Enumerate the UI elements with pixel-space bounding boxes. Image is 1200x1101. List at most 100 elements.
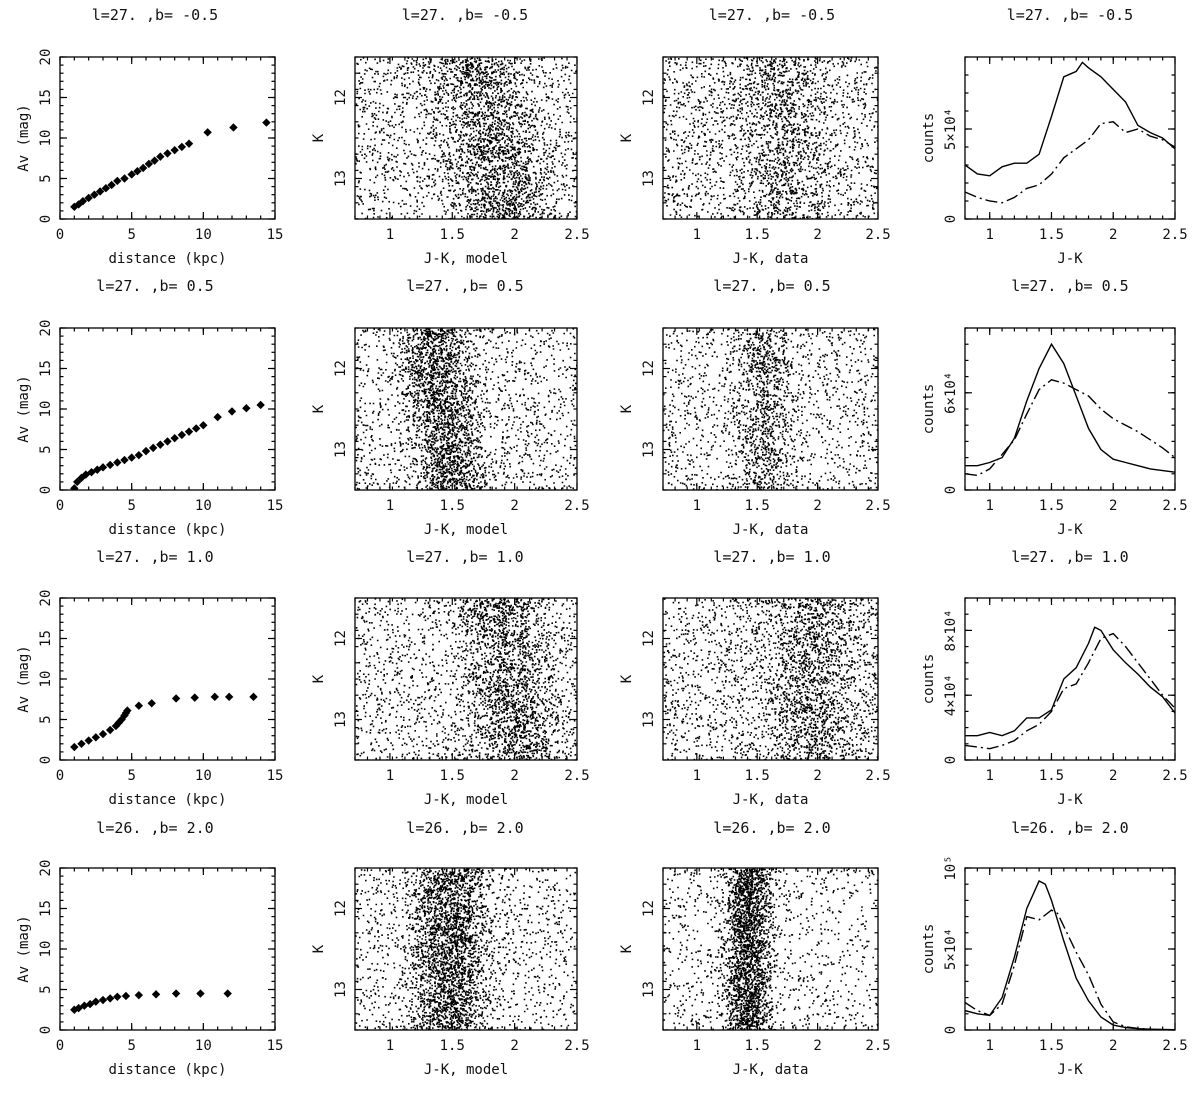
data-point xyxy=(262,118,271,127)
panel-title: l=27. ,b= 0.5 xyxy=(713,277,830,295)
y-tick-label: 12 xyxy=(333,360,349,377)
data-point xyxy=(113,458,122,467)
plot-marks xyxy=(965,61,1175,204)
x-tick-label: 1 xyxy=(985,498,993,514)
data-point xyxy=(227,407,237,416)
y-tick-label: 10 xyxy=(38,130,54,147)
y-tick-label: 0 xyxy=(943,1026,959,1034)
series-line-dashdot xyxy=(965,909,1151,1030)
x-tick-label: 2.5 xyxy=(564,1038,589,1054)
plot-marks xyxy=(355,57,577,219)
data-point xyxy=(249,692,258,702)
x-tick-label: 2 xyxy=(1109,1038,1117,1054)
y-tick-label: 10 xyxy=(38,401,54,418)
star-points xyxy=(663,57,878,219)
x-tick-label: 2.5 xyxy=(865,768,890,784)
data-point xyxy=(85,999,95,1009)
x-axis-label: J-K, model xyxy=(424,522,508,538)
y-tick-label: 20 xyxy=(38,860,54,877)
data-point xyxy=(90,190,99,199)
x-axis-label: J-K, model xyxy=(424,1062,508,1078)
x-tick-label: 1.5 xyxy=(1039,498,1064,514)
y-axis-label: Av (mag) xyxy=(16,645,32,712)
y-tick-label: 5 xyxy=(38,174,54,182)
panel-title: l=27. ,b= 1.0 xyxy=(406,548,523,566)
x-axis-label: J-K, data xyxy=(733,251,809,267)
series-line-dashdot xyxy=(965,121,1175,204)
y-tick-label: 6×10⁴ xyxy=(943,372,959,414)
x-tick-label: 1.5 xyxy=(1039,1038,1064,1054)
x-tick-label: 1 xyxy=(693,1038,701,1054)
x-axis-label: J-K, model xyxy=(424,792,508,808)
y-tick-label: 4×10⁴ xyxy=(943,674,959,716)
series-line-solid xyxy=(965,880,1175,1030)
y-tick-label: 0 xyxy=(38,1026,54,1034)
data-point xyxy=(95,187,105,196)
panel-title: l=27. ,b= 1.0 xyxy=(1011,548,1128,566)
x-tick-label: 5 xyxy=(127,768,135,784)
x-tick-label: 2 xyxy=(1109,498,1117,514)
data-point xyxy=(147,699,156,708)
panel-title: l=27. ,b= -0.5 xyxy=(402,6,528,24)
series-line-dashdot xyxy=(965,379,1175,477)
panel-cmd-data-row1: l=27. ,b= -0.5 1 1.5 2 2.5 12 13 J-K, data K xyxy=(619,6,891,267)
plot-marks xyxy=(70,400,265,490)
y-tick-label: 20 xyxy=(38,49,54,66)
panel-extinction-row2: l=27. ,b= 0.5 0 5 10 15 0 5 10 15 20 distance (kpc… xyxy=(16,277,283,538)
panel-title: l=26. ,b= 2.0 xyxy=(406,819,523,837)
data-point xyxy=(113,992,122,1001)
data-point xyxy=(171,989,181,998)
data-point xyxy=(77,739,86,748)
data-point xyxy=(133,167,142,176)
data-point xyxy=(163,437,172,446)
plot-frame xyxy=(59,327,276,491)
series-line-solid xyxy=(965,626,1175,737)
x-axis-label: J-K xyxy=(1057,251,1083,267)
data-point xyxy=(134,990,144,1000)
y-tick-label: 10⁵ xyxy=(943,855,959,880)
data-point xyxy=(138,163,148,173)
data-point xyxy=(134,701,144,710)
x-tick-label: 1.5 xyxy=(440,1038,465,1054)
data-point xyxy=(229,123,238,132)
y-tick-label: 12 xyxy=(641,89,657,106)
x-tick-label: 1 xyxy=(386,1038,394,1054)
data-point xyxy=(91,997,101,1006)
data-point xyxy=(84,193,93,203)
x-axis-label: distance (kpc) xyxy=(108,1062,226,1078)
y-axis-label: K xyxy=(619,674,635,683)
plot-marks xyxy=(355,868,577,1030)
panel-cmd-model-row3: l=27. ,b= 1.0 1 1.5 2 2.5 12 13 J-K, model K xyxy=(311,548,590,808)
star-points xyxy=(355,868,577,1030)
y-tick-label: 5×10⁴ xyxy=(943,928,959,970)
x-tick-label: 2.5 xyxy=(865,227,890,243)
x-tick-label: 1 xyxy=(693,768,701,784)
data-point xyxy=(78,196,88,206)
y-tick-label: 0 xyxy=(38,486,54,494)
data-point xyxy=(191,424,201,433)
plot-marks xyxy=(965,342,1175,477)
panel-cmd-data-row3: l=27. ,b= 1.0 1 1.5 2 2.5 12 13 J-K, data K xyxy=(619,548,891,808)
plot-marks xyxy=(70,118,271,212)
x-axis-label: distance (kpc) xyxy=(108,251,226,267)
plot-marks xyxy=(663,598,878,760)
x-tick-label: 1 xyxy=(985,1038,993,1054)
panel-title: l=27. ,b= 1.0 xyxy=(96,548,213,566)
x-tick-label: 1 xyxy=(693,227,701,243)
x-axis-label: J-K, data xyxy=(733,522,809,538)
y-tick-label: 13 xyxy=(333,170,349,187)
x-tick-label: 2.5 xyxy=(1162,498,1187,514)
plot-frame xyxy=(662,597,879,761)
data-point xyxy=(105,994,115,1003)
x-tick-label: 1.5 xyxy=(745,498,770,514)
plot-marks xyxy=(663,868,878,1030)
series-line-solid xyxy=(965,61,1175,177)
y-tick-label: 12 xyxy=(641,900,657,917)
panel-title: l=27. ,b= 0.5 xyxy=(1011,277,1128,295)
plot-marks xyxy=(355,328,577,490)
data-point xyxy=(84,736,93,745)
y-tick-label: 5 xyxy=(38,985,54,993)
x-tick-label: 1.5 xyxy=(440,227,465,243)
x-tick-label: 15 xyxy=(267,227,284,243)
